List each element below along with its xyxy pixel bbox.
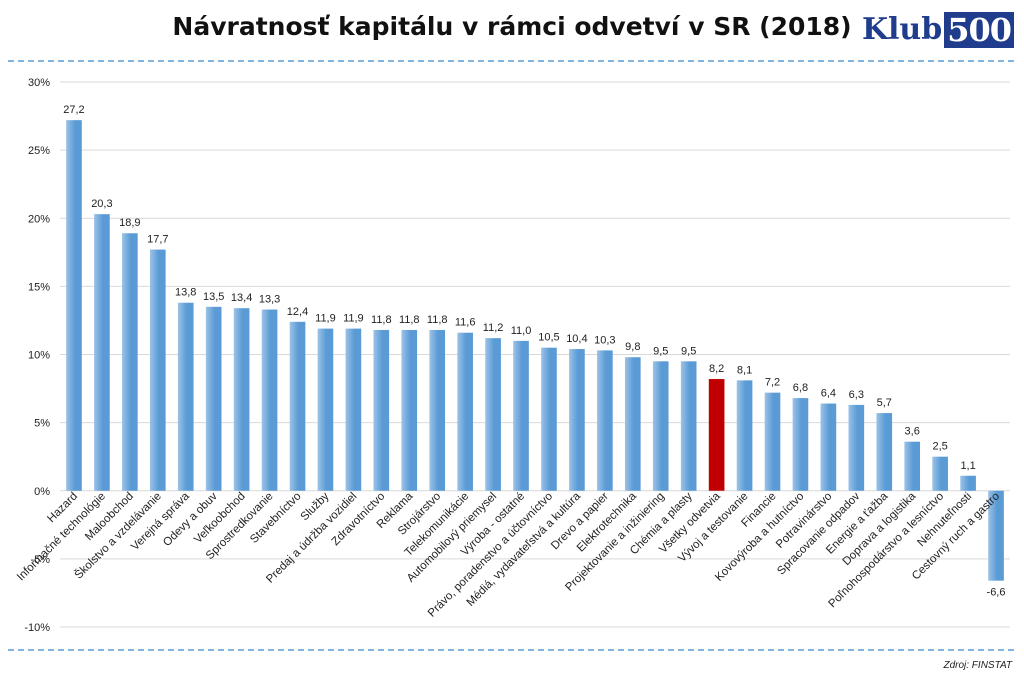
y-axis-ticks: -10% -5% 0% 5% 10% 15% 20% 25% 30% [24, 77, 50, 634]
bar [624, 357, 641, 491]
bars [66, 120, 1004, 581]
bar-value-label: 10,5 [538, 332, 559, 344]
bar-value-label: 11,9 [343, 313, 364, 325]
bar [373, 329, 390, 491]
bar [820, 403, 837, 491]
y-tick-label: 20% [28, 213, 50, 225]
bar [177, 302, 194, 491]
category-label: Stavebníctvo [248, 490, 303, 545]
bar-value-label: 11,6 [455, 317, 476, 329]
bar-value-label: 17,7 [147, 234, 168, 246]
bar-value-label: 11,8 [399, 314, 420, 326]
bar [94, 214, 110, 491]
bar-value-label: 27,2 [63, 104, 84, 116]
bar-value-label: 11,9 [315, 313, 336, 325]
y-tick-label: 30% [28, 77, 50, 89]
bar [289, 321, 306, 491]
bar [457, 332, 473, 491]
bar [429, 329, 446, 491]
source-note: Zdroj: FINSTAT [943, 660, 1012, 671]
y-tick-label: 15% [28, 281, 50, 293]
y-tick-label: 0% [34, 486, 50, 498]
bar-value-label: 12,4 [287, 306, 308, 318]
bar-value-label: 13,5 [203, 291, 224, 303]
bar [513, 340, 529, 491]
y-tick-label: -5% [30, 554, 50, 566]
bar-value-label: 6,8 [793, 382, 808, 394]
bar-value-label: 10,4 [566, 333, 587, 345]
y-tick-label: 25% [28, 145, 50, 157]
bar-value-label: 11,8 [427, 314, 448, 326]
bar-value-label: 6,3 [849, 389, 864, 401]
bar-value-label: 9,5 [653, 345, 668, 357]
bar [261, 309, 278, 491]
bar [960, 475, 976, 491]
bar-value-label: 8,1 [737, 364, 752, 376]
bar-value-label: 8,2 [709, 363, 724, 375]
value-labels: 27,2 20,3 18,9 17,7 13,8 13,5 13,4 13,3 12,4 11,9… [63, 104, 1005, 599]
bar-value-label: 9,8 [625, 341, 640, 353]
chart-title: Návratnosť kapitálu v rámci odvetví v SR… [172, 12, 852, 41]
bar [932, 456, 948, 491]
bar-value-label: 11,0 [511, 325, 532, 337]
bar-value-label: -6,6 [987, 587, 1006, 599]
logo-number: 500 [944, 12, 1014, 48]
bar-value-label: 10,3 [594, 334, 615, 346]
bar-value-label: 20,3 [91, 198, 112, 210]
bar [345, 328, 362, 491]
bar [401, 329, 418, 491]
bar [708, 379, 725, 491]
bar-value-label: 13,4 [231, 292, 252, 304]
bar-value-label: 7,2 [765, 377, 780, 389]
bar-value-label: 18,9 [119, 217, 140, 229]
bar [736, 380, 753, 491]
y-tick-label: 5% [34, 418, 50, 430]
bar-value-label: 6,4 [821, 388, 836, 400]
bar [205, 306, 222, 491]
y-tick-label: 10% [28, 350, 50, 362]
bar-value-label: 11,2 [483, 322, 504, 334]
bar [569, 349, 585, 491]
bar [149, 249, 166, 491]
bar [317, 328, 334, 491]
bar-value-label: 13,3 [259, 294, 280, 306]
bar [876, 413, 893, 491]
bar [485, 338, 501, 491]
bar-value-label: 11,8 [371, 314, 392, 326]
bar [904, 441, 921, 491]
bar [652, 361, 669, 491]
bar [680, 361, 697, 491]
bar [66, 120, 82, 491]
bar [233, 308, 250, 491]
bar-value-label: 2,5 [932, 441, 947, 453]
bar-value-label: 9,5 [681, 345, 696, 357]
bar [597, 350, 613, 491]
klub500-logo: Klub 500 [862, 12, 1014, 48]
bar [764, 392, 781, 491]
logo-word: Klub [861, 12, 943, 47]
y-tick-label: -10% [24, 622, 50, 634]
bar [848, 404, 865, 491]
bar-value-label: 5,7 [877, 397, 892, 409]
bar-value-label: 3,6 [905, 426, 920, 438]
bar [988, 490, 1004, 581]
bar-value-label: 13,8 [175, 287, 196, 299]
bar [122, 233, 138, 491]
bar [541, 347, 557, 491]
bar [792, 398, 809, 491]
bar-value-label: 1,1 [960, 460, 975, 472]
